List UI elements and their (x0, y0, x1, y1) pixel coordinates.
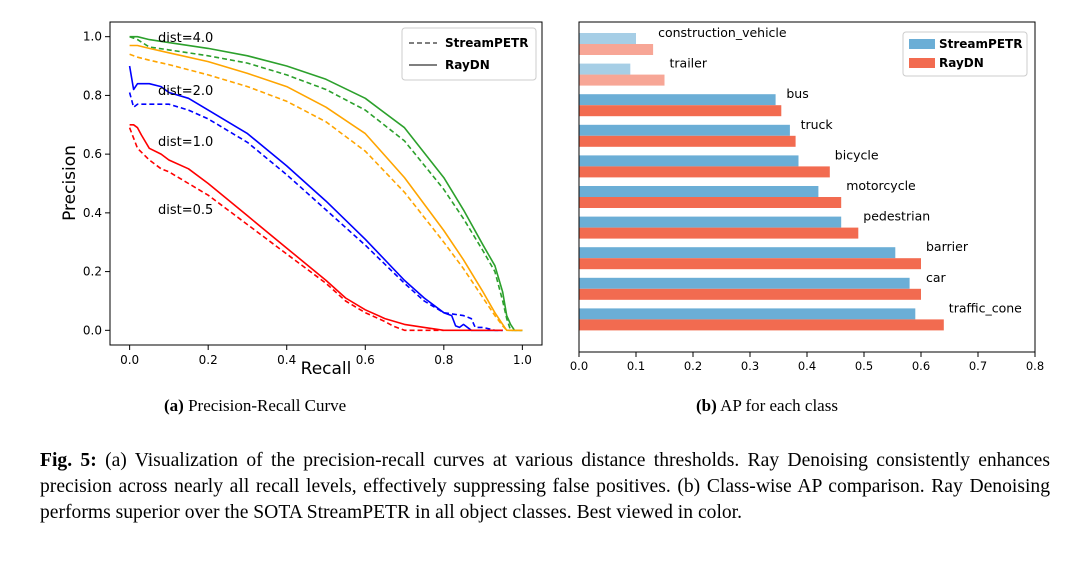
ap-legend-label-raydn: RayDN (939, 56, 984, 70)
ap-category-label: truck (801, 117, 834, 132)
ap-category-label: bicycle (835, 147, 879, 162)
ap-bar-raydn-motorcycle (579, 197, 842, 208)
ap-bar-raydn-bus (579, 105, 782, 117)
subcaption-a: (a) Precision-Recall Curve (164, 396, 346, 416)
ap-category-label: trailer (670, 56, 708, 71)
pr-x-ticks: 0.0 0.2 0.4 0.6 0.8 1.0 (120, 345, 532, 367)
ap-x-ticks: 0.0 0.1 0.2 0.3 0.4 0.5 0.6 0.7 0.8 (570, 352, 1044, 373)
pr-legend-box (401, 27, 537, 81)
pr-curve-streampetr-dist-2-0 (129, 53, 523, 332)
ap-bar-streampetr-bicycle (579, 155, 799, 167)
pr-curves (128, 35, 523, 332)
pr-legend-label-raydn: RayDN (445, 58, 490, 72)
figure-caption: Fig. 5: (a) Visualization of the precisi… (40, 448, 1050, 526)
ap-bar-streampetr-trailer (579, 63, 631, 75)
ap-x-tick-label: 0.6 (912, 359, 930, 373)
ap-bar-streampetr-construction-vehicle (579, 33, 636, 44)
ap-legend-label-streampetr: StreamPETR (939, 37, 1022, 51)
ap-bar-streampetr-car (579, 277, 910, 289)
pr-curve-raydn-dist-0-5 (129, 124, 503, 332)
annotation-dist-4-0: dist=4.0 (158, 31, 213, 46)
ap-category-label: barrier (926, 239, 969, 254)
subcaption-b-label: (b) (696, 396, 717, 415)
ap-bar-raydn-traffic-cone (579, 319, 944, 331)
precision-recall-chart: 0.0 0.2 0.4 0.6 0.8 1.0 0.0 0.2 0.4 0.6 0.8 1.0 Re… (60, 21, 543, 379)
subcaption-a-label: (a) (164, 396, 184, 415)
ap-bar-streampetr-bus (579, 94, 776, 106)
pr-y-axis-label: Precision (60, 145, 80, 221)
pr-y-tick-label: 0.8 (83, 88, 102, 102)
ap-bar-raydn-construction-vehicle (579, 44, 654, 55)
pr-curve-raydn-dist-2-0 (129, 44, 523, 332)
pr-legend-label-streampetr: StreamPETR (445, 36, 528, 50)
caption-text: (a) Visualization of the precision-recal… (40, 450, 1050, 523)
pr-x-axis-label: Recall (301, 359, 352, 379)
pr-x-tick-label: 0.0 (120, 353, 139, 367)
pr-y-ticks: 0.0 0.2 0.4 0.6 0.8 1.0 (83, 30, 110, 337)
ap-bar-streampetr-pedestrian (579, 216, 842, 228)
ap-x-tick-label: 0.7 (969, 359, 987, 373)
ap-bar-streampetr-truck (579, 124, 790, 136)
pr-curve-raydn-dist-1-0 (128, 65, 503, 332)
ap-bar-streampetr-motorcycle (579, 186, 819, 197)
ap-category-label: pedestrian (863, 209, 930, 224)
pr-y-tick-label: 0.2 (83, 265, 102, 279)
pr-y-tick-label: 0.0 (83, 323, 102, 337)
pr-y-tick-label: 0.4 (83, 206, 102, 220)
ap-bar-raydn-pedestrian (579, 227, 859, 239)
annotation-dist-1-0: dist=1.0 (158, 135, 213, 150)
ap-bar-raydn-truck (579, 135, 796, 147)
pr-axes-frame (109, 21, 543, 346)
ap-x-tick-label: 0.1 (627, 359, 645, 373)
ap-category-label: construction_vehicle (658, 25, 787, 40)
subcaption-a-text: Precision-Recall Curve (188, 396, 347, 415)
pr-y-tick-label: 0.6 (83, 147, 102, 161)
pr-x-tick-label: 0.8 (434, 353, 453, 367)
annotation-dist-2-0: dist=2.0 (158, 84, 213, 99)
ap-x-tick-label: 0.4 (798, 359, 816, 373)
subcaption-b-text: AP for each class (720, 396, 838, 415)
ap-bar-streampetr-barrier (579, 247, 896, 259)
ap-x-tick-label: 0.8 (1026, 359, 1044, 373)
ap-x-tick-label: 0.0 (570, 359, 588, 373)
caption-label: Fig. 5: (40, 450, 97, 471)
pr-curve-streampetr-dist-4-0 (129, 35, 523, 332)
ap-bar-raydn-barrier (579, 258, 921, 270)
ap-bar-raydn-car (579, 288, 921, 300)
subcaption-b: (b) AP for each class (696, 396, 838, 416)
pr-curve-streampetr-dist-1-0 (128, 92, 503, 332)
pr-curve-streampetr-dist-0-5 (128, 127, 444, 332)
ap-legend: StreamPETR RayDN (902, 31, 1028, 77)
pr-x-tick-label: 1.0 (513, 353, 532, 367)
ap-bar-streampetr-traffic-cone (579, 308, 916, 320)
ap-x-tick-label: 0.3 (741, 359, 759, 373)
ap-category-label: traffic_cone (949, 300, 1022, 315)
ap-x-tick-label: 0.5 (855, 359, 873, 373)
pr-x-tick-label: 0.2 (199, 353, 218, 367)
ap-category-label: car (926, 270, 947, 285)
ap-category-label: bus (786, 86, 808, 101)
ap-category-label: motorcycle (846, 178, 916, 193)
ap-bar-raydn-trailer (579, 74, 665, 86)
annotation-dist-0-5: dist=0.5 (158, 203, 213, 218)
pr-y-tick-label: 1.0 (83, 30, 102, 44)
ap-bar-raydn-bicycle (579, 166, 830, 178)
pr-x-tick-label: 0.4 (277, 353, 296, 367)
ap-x-tick-label: 0.2 (684, 359, 702, 373)
pr-x-tick-label: 0.6 (356, 353, 375, 367)
ap-legend-swatch-streampetr (909, 39, 935, 49)
pr-curve-raydn-dist-4-0 (129, 35, 523, 332)
ap-legend-swatch-raydn (909, 58, 935, 68)
pr-legend: StreamPETR RayDN (401, 27, 537, 81)
